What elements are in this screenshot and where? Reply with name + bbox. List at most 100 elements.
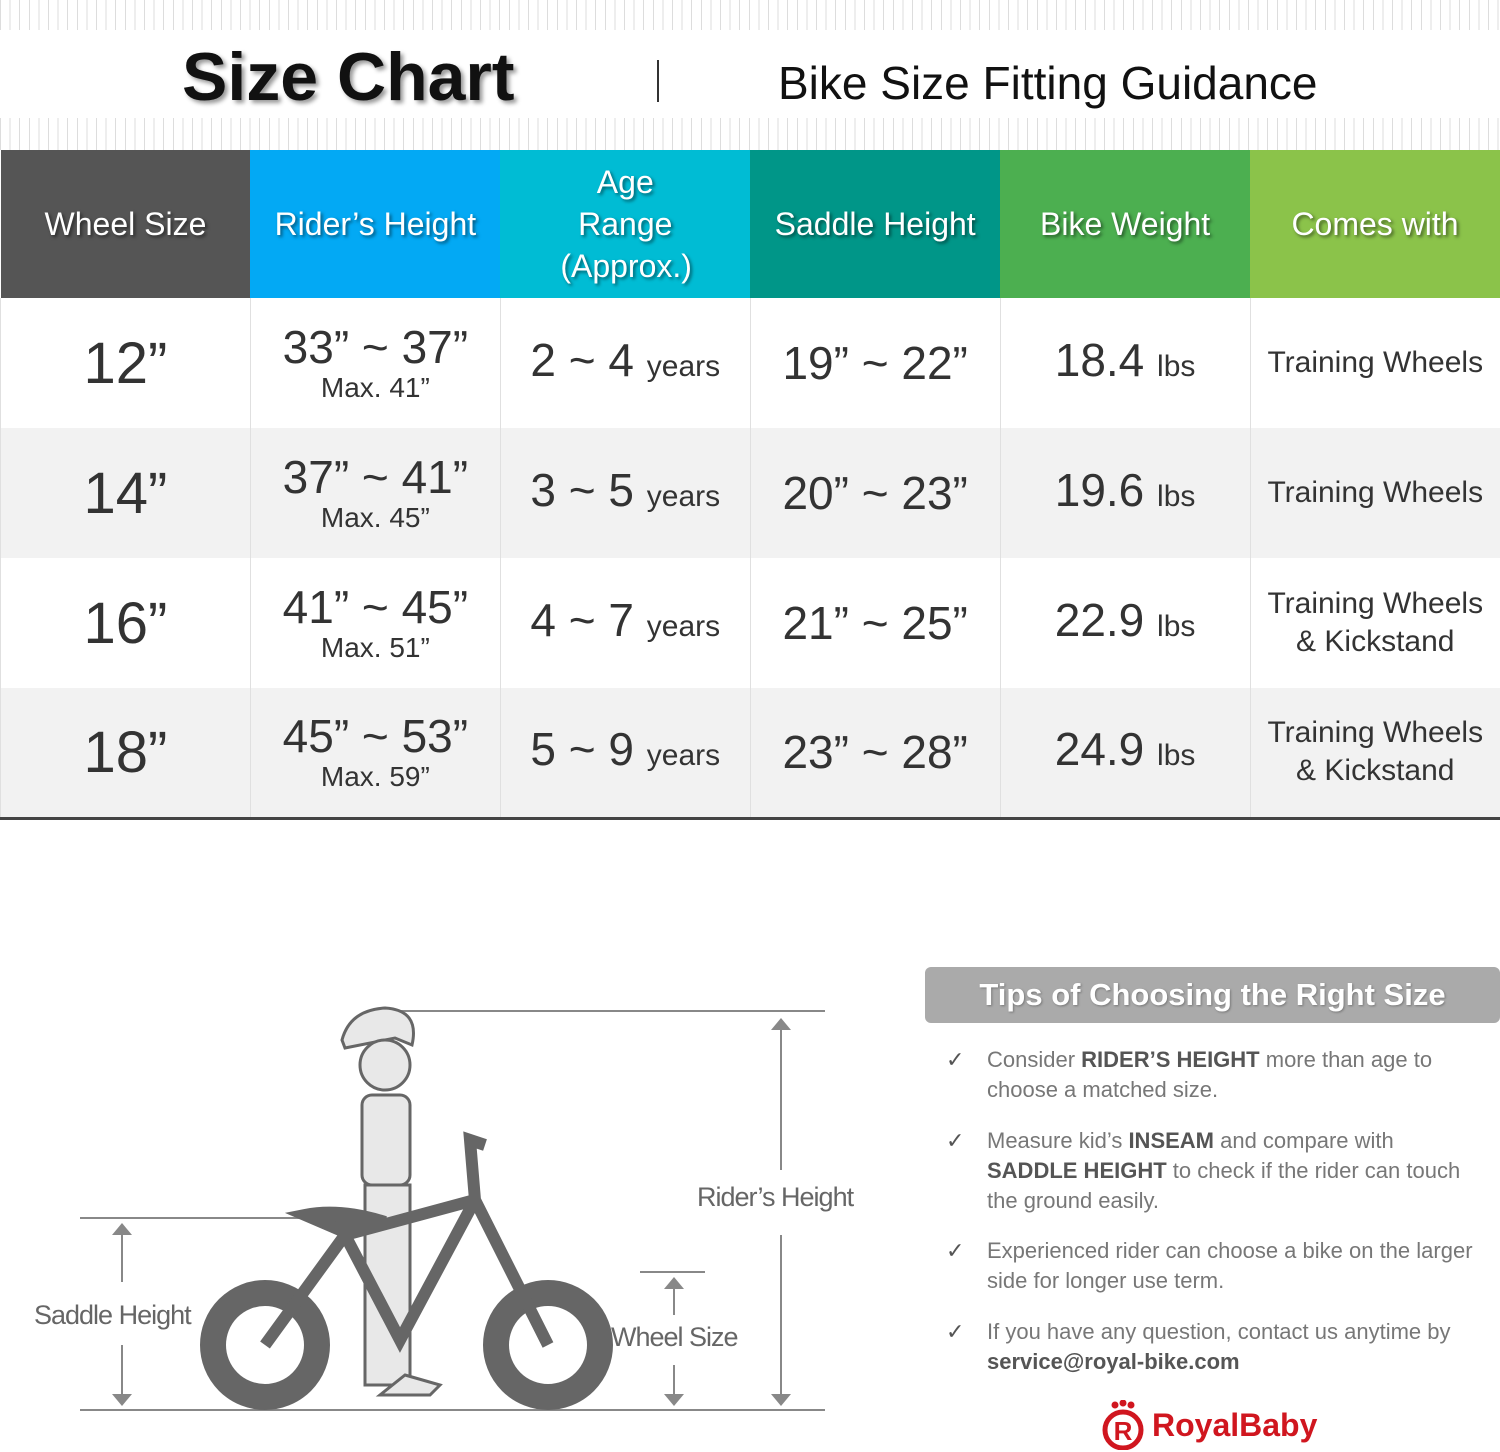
- column-header: Rider’s Height: [250, 150, 501, 298]
- bike-weight-cell: 22.9 lbs: [999, 558, 1251, 688]
- age-range-cell: 2 ~ 4 years: [499, 298, 751, 428]
- comes-with-item: & Kickstand: [1296, 754, 1455, 788]
- tip-segment: Experienced rider can choose a bike on t…: [987, 1238, 1473, 1293]
- tip-item: ✓ Measure kid’s INSEAM and compare with S…: [946, 1126, 1486, 1216]
- weight-value: 19.6: [1054, 463, 1145, 516]
- age-unit: years: [646, 349, 721, 383]
- size-table: Wheel Size Rider’s Height Age Range (Appro…: [0, 150, 1500, 820]
- age-value: 4 ~ 7: [530, 593, 634, 646]
- tip-text: Experienced rider can choose a bike on t…: [987, 1236, 1486, 1296]
- wheel-size-cell: 14”: [0, 428, 251, 558]
- column-header: Wheel Size: [0, 150, 251, 298]
- comes-with-item: & Kickstand: [1296, 625, 1455, 658]
- max-height: Max. 45”: [320, 502, 430, 533]
- age-value: 3 ~ 5: [530, 463, 634, 516]
- tip-emphasis: RIDER’S HEIGHT: [1081, 1047, 1260, 1072]
- page-title: Size Chart: [182, 39, 515, 115]
- table-row: 14” 37” ~ 41” Max. 45” 3 ~ 5 years 20” ~ 23”…: [0, 428, 1500, 558]
- wheel-size-cell: 16”: [0, 558, 251, 688]
- comes-with-cell: Training Wheels & Kickstand: [1249, 558, 1500, 688]
- check-icon: ✓: [946, 1319, 965, 1344]
- column-header: Bike Weight: [1000, 150, 1251, 298]
- riders-height-cell: 45” ~ 53” Max. 59”: [249, 688, 501, 820]
- tip-emphasis: service@royal-bike.com: [987, 1349, 1240, 1374]
- max-height: Max. 59”: [320, 761, 430, 793]
- tip-item: ✓ Experienced rider can choose a bike on …: [946, 1236, 1486, 1296]
- tip-text: If you have any question, contact us any…: [987, 1317, 1486, 1377]
- bike-weight-cell: 18.4 lbs: [999, 298, 1251, 428]
- age-range-cell: 3 ~ 5 years: [499, 428, 751, 558]
- comes-with-item: Training Wheels: [1267, 716, 1484, 750]
- check-icon: ✓: [946, 1047, 965, 1072]
- brand-name: RoyalBaby: [1152, 1406, 1318, 1443]
- height-range: 45” ~ 53”: [282, 710, 469, 763]
- tip-segment: and compare with: [1214, 1128, 1394, 1153]
- column-header: Comes with: [1250, 150, 1500, 298]
- crown-logo-icon: R: [1102, 1400, 1144, 1450]
- riders-height-label: Rider’s Height: [697, 1182, 854, 1212]
- max-height: Max. 51”: [320, 632, 430, 663]
- bike-illustration: [80, 1006, 825, 1411]
- tip-text: Measure kid’s INSEAM and compare with SA…: [987, 1126, 1486, 1216]
- saddle-height-cell: 20” ~ 23”: [749, 428, 1001, 558]
- age-unit: years: [646, 609, 721, 643]
- height-range: 41” ~ 45”: [282, 581, 469, 633]
- tips-title: Tips of Choosing the Right Size: [925, 967, 1500, 1023]
- tip-segment: more than age to choose a matched size.: [987, 1047, 1433, 1102]
- child-rider: [340, 1006, 443, 1397]
- weight-unit: lbs: [1157, 609, 1196, 643]
- wheel-size-label: Wheel Size: [611, 1322, 739, 1352]
- comes-with-cell: Training Wheels: [1249, 298, 1500, 428]
- height-range: 37” ~ 41”: [282, 451, 469, 503]
- riders-height-cell: 37” ~ 41” Max. 45”: [249, 428, 501, 558]
- comes-with-item: Training Wheels: [1267, 476, 1484, 509]
- divider: [657, 60, 659, 102]
- bike-weight-cell: 19.6 lbs: [999, 428, 1251, 558]
- bike: [200, 1280, 613, 1410]
- check-icon: ✓: [946, 1128, 965, 1153]
- weight-unit: lbs: [1157, 349, 1196, 383]
- table-row: 18” 45” ~ 53” Max. 59” 5 ~ 9 years 23” ~ 28”…: [0, 688, 1500, 820]
- wheel-size-cell: 12”: [0, 298, 251, 428]
- tip-segment: Measure kid’s: [987, 1128, 1129, 1153]
- table-row: 16” 41” ~ 45” Max. 51” 4 ~ 7 years 21” ~ 25”…: [0, 558, 1500, 688]
- brand-logo: R RoyalBaby: [1100, 1400, 1317, 1450]
- tip-segment: to check if the rider can touch the grou…: [987, 1158, 1461, 1213]
- tip-emphasis: INSEAM: [1128, 1128, 1214, 1153]
- tip-segment: Consider: [987, 1047, 1082, 1072]
- weight-unit: lbs: [1157, 738, 1196, 772]
- age-unit: years: [646, 479, 721, 513]
- tip-emphasis: SADDLE HEIGHT: [987, 1158, 1167, 1183]
- saddle-height-cell: 21” ~ 25”: [749, 558, 1001, 688]
- tip-item: ✓ Consider RIDER’S HEIGHT more than age t…: [946, 1045, 1486, 1105]
- age-range-cell: 5 ~ 9 years: [499, 688, 751, 820]
- column-header: Age Range (Approx.): [500, 150, 751, 298]
- saddle-height-cell: 23” ~ 28”: [749, 688, 1001, 820]
- page-subtitle: Bike Size Fitting Guidance: [778, 57, 1318, 109]
- weight-value: 22.9: [1054, 593, 1145, 646]
- max-height: Max. 41”: [320, 372, 430, 403]
- comes-with-item: Training Wheels: [1267, 587, 1484, 620]
- saddle-height-cell: 19” ~ 22”: [749, 298, 1001, 428]
- ruler-decoration: [0, 118, 1500, 150]
- comes-with-item: Training Wheels: [1267, 346, 1484, 379]
- height-range: 33” ~ 37”: [282, 321, 469, 373]
- wheel-size-cell: 18”: [0, 688, 251, 820]
- ruler-decoration: [0, 0, 1500, 30]
- age-value: 5 ~ 9: [530, 722, 634, 775]
- tip-text: Consider RIDER’S HEIGHT more than age to…: [987, 1045, 1486, 1105]
- saddle-height-label: Saddle Height: [34, 1300, 192, 1330]
- weight-unit: lbs: [1157, 479, 1196, 513]
- comes-with-cell: Training Wheels: [1249, 428, 1500, 558]
- age-value: 2 ~ 4: [530, 333, 634, 386]
- age-range-cell: 4 ~ 7 years: [499, 558, 751, 688]
- weight-value: 24.9: [1054, 722, 1145, 775]
- comes-with-cell: Training Wheels & Kickstand: [1249, 688, 1500, 820]
- riders-height-cell: 41” ~ 45” Max. 51”: [249, 558, 501, 688]
- riders-height-cell: 33” ~ 37” Max. 41”: [249, 298, 501, 428]
- tip-segment: If you have any question, contact us any…: [987, 1319, 1451, 1344]
- weight-value: 18.4: [1054, 333, 1145, 386]
- tip-item: ✓ If you have any question, contact us an…: [946, 1317, 1486, 1377]
- check-icon: ✓: [946, 1238, 965, 1263]
- table-row: 12” 33” ~ 37” Max. 41” 2 ~ 4 years 19” ~ 22”…: [0, 298, 1500, 428]
